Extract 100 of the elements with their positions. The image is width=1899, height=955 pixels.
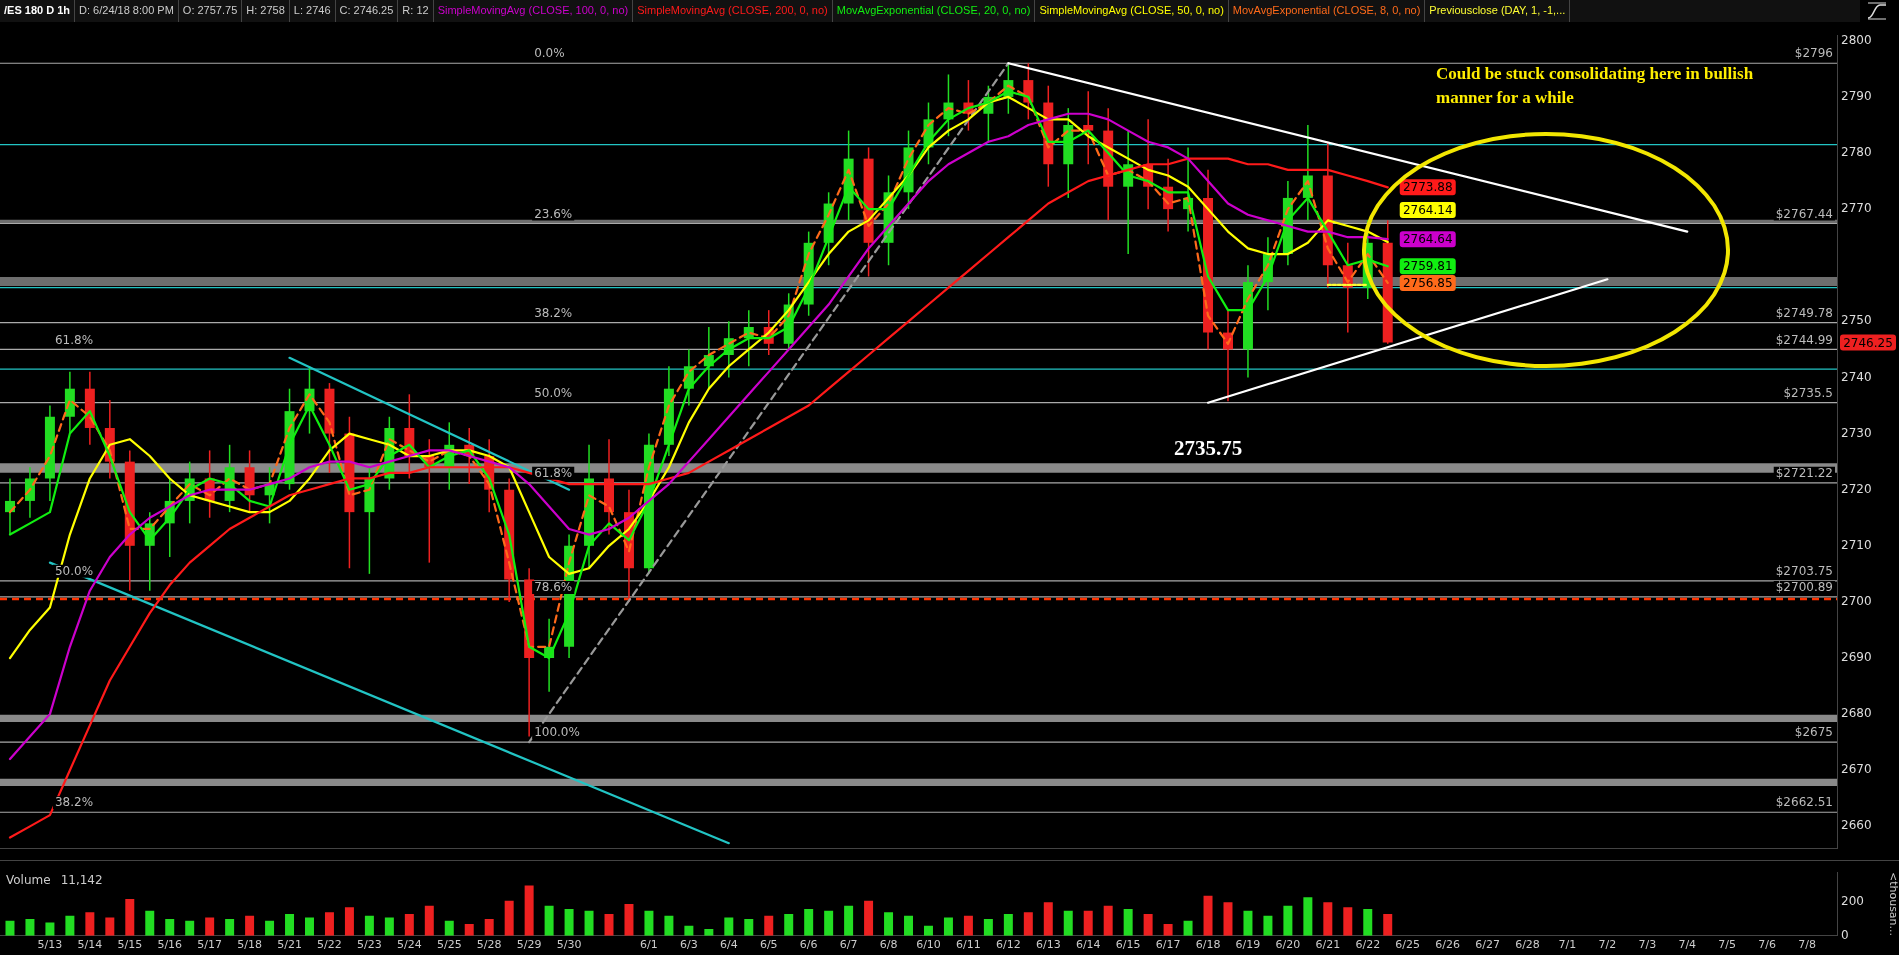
annotation: 0.0% [534,46,565,61]
x-tick-label: 5/13 [37,938,63,952]
x-tick-label: 5/28 [476,938,502,952]
x-tick-label: 7/8 [1798,938,1816,952]
x-tick-label: 7/3 [1638,938,1657,952]
text: D: 6/24/18 8:00 PM [75,0,179,22]
bar [724,917,734,936]
x-tick-label: 5/16 [157,938,183,952]
bar [205,917,215,936]
ref-line-label: $2662.51 [1775,795,1833,810]
x-tick-label: 6/12 [996,938,1021,952]
bar [1143,914,1153,936]
y-tick-label: 2740 [1841,369,1872,384]
ref-line-label: $2703.75 [1775,564,1833,578]
data-label: 2764.64 [1402,232,1453,247]
x-tick-label: 6/14 [1075,938,1101,952]
bar [584,910,594,936]
text: C: 2746.25 [335,0,399,22]
text: MovAvgExponential (CLOSE, 20, 0, no) [832,0,1036,22]
x-tick-label: 6/25 [1395,938,1421,952]
bar [245,915,255,936]
bar [923,925,933,936]
y-tick-label: 2710 [1841,537,1872,552]
bar [564,909,574,936]
ref-line-label: $2721.22 [1775,465,1833,480]
text: 2746.25 [1843,335,1893,350]
x-tick-label: 5/17 [197,938,223,952]
bar [145,910,155,936]
y-tick-label: 2670 [1841,762,1872,777]
text: R: 12 [398,0,434,22]
bar [744,919,754,936]
annotation: 38.2% [534,305,573,320]
bar [404,914,414,936]
bar [1323,902,1333,936]
annotation: 50.0% [54,564,94,578]
bar [824,910,834,936]
annotation: 38.2% [54,795,94,810]
data-label: 2764.14 [1402,203,1453,218]
data-label: 2773.88 [1402,180,1453,195]
y-tick-label: 2790 [1841,89,1872,104]
annotation: Could be stuck consolidating here in bullish manner for a while [1436,63,1755,109]
bar [1163,924,1173,936]
y-tick-label: 200 [1841,894,1864,909]
y-tick-label: 2660 [1841,818,1872,833]
bar [45,922,55,936]
bar [664,915,674,936]
bar [444,920,454,936]
bar [1003,914,1013,936]
bar [1183,920,1193,936]
x-tick-label: 7/5 [1718,938,1737,952]
bar [5,920,15,936]
x-tick-label: 5/22 [317,938,342,952]
bar [1063,910,1073,936]
x-tick-label: 7/6 [1758,938,1776,952]
y-tick-label: 2730 [1841,425,1872,440]
bar [65,915,75,936]
bar [185,920,195,936]
bar [85,912,95,936]
bar [624,904,634,936]
x-tick-label: 5/14 [77,938,103,952]
text: O: 2757.75 [178,0,243,22]
bar [904,915,914,936]
bar [884,912,894,936]
bar [324,912,334,936]
bar [963,915,973,936]
bar [1343,907,1353,936]
x-tick-label: 5/25 [436,938,462,952]
x-tick-label: 7/1 [1558,938,1577,952]
bar [464,924,474,936]
bar [1283,905,1293,936]
ref-line-label: $2744.99 [1775,332,1833,347]
chart-title: Volume [6,873,51,888]
bar [1023,912,1033,936]
bar [504,900,514,936]
x-tick-label: 6/13 [1035,938,1061,952]
y-tick-label: 2800 [1841,32,1872,47]
annotation: 61.8% [54,332,94,347]
bar [1123,909,1133,936]
bar [165,919,175,936]
x-tick-label: 5/23 [357,938,382,952]
bar [684,925,694,936]
x-tick-label: 6/28 [1515,938,1540,952]
bar [983,919,993,936]
annotation: 11,142 [60,873,103,888]
x-tick-label: 6/6 [799,938,818,952]
x-tick-label: 6/10 [916,938,941,952]
bar [1043,902,1053,936]
bar [285,914,295,936]
data-label: 2756.85 [1402,276,1453,291]
bar [1083,910,1093,936]
bar [784,914,794,936]
text: SimpleMovingAvg (CLOSE, 50, 0, no) [1035,0,1229,22]
ref-line-label: $2767.44 [1775,206,1833,221]
bar [424,905,434,936]
bar [704,929,714,936]
x-tick-label: 5/21 [277,938,302,952]
text: SimpleMovingAvg (CLOSE, 200, 0, no) [633,0,833,22]
ref-line-label: $2796 [1794,46,1833,61]
bar [524,885,534,936]
x-tick-label: 6/7 [839,938,858,952]
